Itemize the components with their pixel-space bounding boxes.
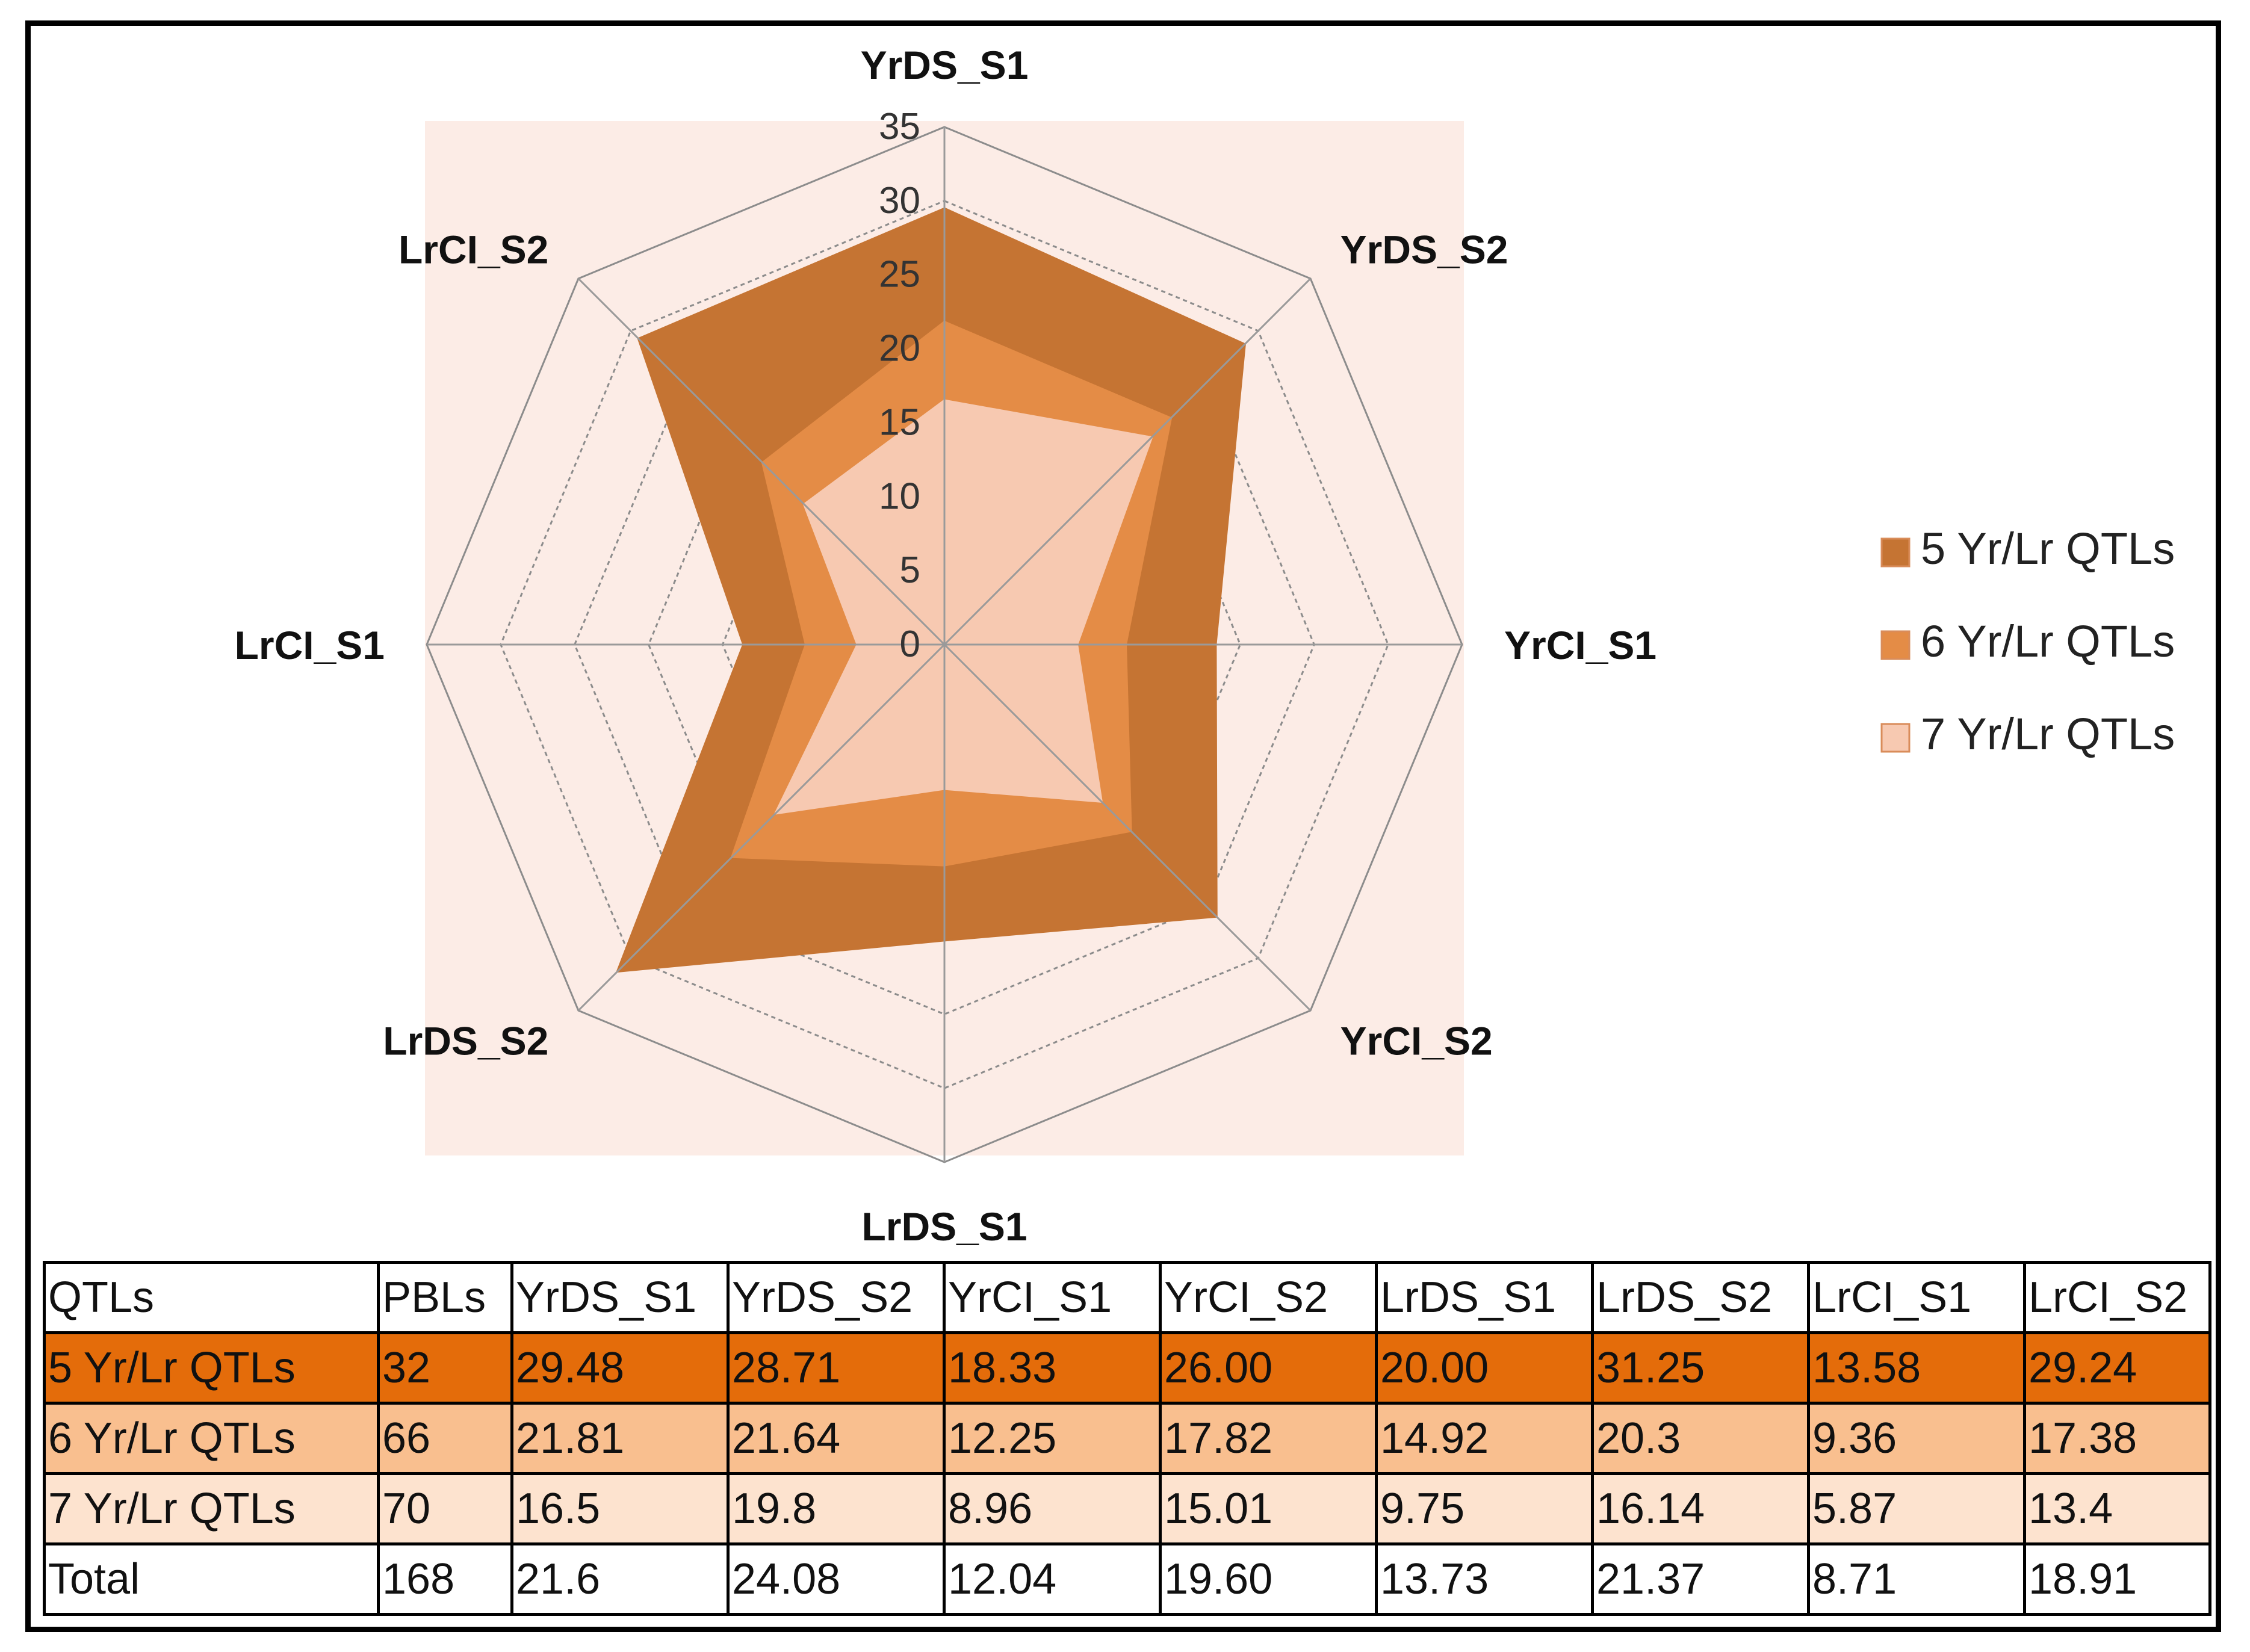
table-cell: 12.25 — [943, 1402, 1162, 1475]
table-cell: 12.04 — [943, 1542, 1162, 1616]
radar-spokes — [427, 127, 1462, 1162]
table-header-cell: LrDS_S2 — [1591, 1261, 1810, 1334]
axis-label: YrDS_S2 — [1340, 227, 1508, 271]
table-cell: 5 Yr/Lr QTLs — [43, 1331, 380, 1405]
table-cell: 15.01 — [1159, 1472, 1378, 1545]
figure-frame: 0 5 10 15 20 25 30 35 YrDS_S1 YrDS_S2 YrCI_S1 YrCI… — [25, 20, 2221, 1632]
radar-axis-labels: YrDS_S1 YrDS_S2 YrCI_S1 YrCI_S2 LrDS_S1 LrDS_… — [235, 43, 1657, 1249]
axis-spoke — [577, 277, 946, 646]
radar-series — [616, 207, 1246, 973]
table-cell: 17.82 — [1159, 1402, 1378, 1475]
axis-label: LrCI_S2 — [398, 227, 548, 271]
table-cell: 14.92 — [1375, 1402, 1594, 1475]
table-cell: 24.08 — [727, 1542, 946, 1616]
grid-ring — [500, 200, 1389, 1089]
table-row: 7 Yr/Lr QTLs 70 16.5 19.8 8.96 15.01 9.7… — [43, 1472, 2211, 1545]
table-cell: 9.75 — [1375, 1472, 1594, 1545]
axis-label: YrCI_S2 — [1340, 1019, 1493, 1063]
table-header-cell: PBLs — [377, 1261, 513, 1334]
table-row: 5 Yr/Lr QTLs 32 29.48 28.71 18.33 26.00 … — [43, 1331, 2211, 1405]
table-header-cell: YrCI_S2 — [1159, 1261, 1378, 1334]
legend-label: 5 Yr/Lr QTLs — [1921, 524, 2175, 574]
table-header-cell: QTLs — [43, 1261, 380, 1334]
table-cell: 7 Yr/Lr QTLs — [43, 1472, 380, 1545]
table-cell: 21.6 — [510, 1542, 730, 1616]
table-cell: 16.5 — [510, 1472, 730, 1545]
legend-swatch — [1880, 723, 1911, 753]
legend: 5 Yr/Lr QTLs 6 Yr/Lr QTLs 7 Yr/Lr QTLs — [1880, 524, 2175, 759]
table-cell: 29.24 — [2023, 1331, 2211, 1405]
table-header-cell: LrCI_S2 — [2023, 1261, 2211, 1334]
tick-label: 0 — [900, 623, 920, 665]
table-cell: 26.00 — [1159, 1331, 1378, 1405]
table-cell: 21.81 — [510, 1402, 730, 1475]
table-cell: 31.25 — [1591, 1331, 1810, 1405]
table-cell: 13.58 — [1807, 1331, 2026, 1405]
tick-label: 5 — [900, 549, 920, 591]
radar-chart: 0 5 10 15 20 25 30 35 YrDS_S1 YrDS_S2 YrCI_S1 YrCI… — [235, 43, 2175, 1249]
axis-label: LrDS_S2 — [383, 1019, 548, 1063]
table-cell: 9.36 — [1807, 1402, 2026, 1475]
tick-label: 10 — [879, 475, 920, 517]
axis-label: LrDS_S1 — [861, 1204, 1027, 1249]
table-row: Total 168 21.6 24.08 12.04 19.60 13.73 2… — [43, 1542, 2211, 1616]
table-cell: 21.64 — [727, 1402, 946, 1475]
table-header-row: QTLs PBLs YrDS_S1 YrDS_S2 YrCI_S1 YrCI_S… — [43, 1261, 2211, 1334]
table-cell: 20.3 — [1591, 1402, 1810, 1475]
table-header-cell: YrDS_S2 — [727, 1261, 946, 1334]
table-row: 6 Yr/Lr QTLs 66 21.81 21.64 12.25 17.82 … — [43, 1402, 2211, 1475]
table-cell: 6 Yr/Lr QTLs — [43, 1402, 380, 1475]
table-cell: 168 — [377, 1542, 513, 1616]
grid-ring — [574, 274, 1315, 1015]
table-cell: Total — [43, 1542, 380, 1616]
tick-label: 30 — [879, 180, 920, 221]
tick-label: 15 — [879, 401, 920, 443]
table-cell: 19.8 — [727, 1472, 946, 1545]
table-cell: 5.87 — [1807, 1472, 2026, 1545]
tick-label: 25 — [879, 254, 920, 295]
tick-label: 35 — [879, 106, 920, 147]
table-cell: 29.48 — [510, 1331, 730, 1405]
table-cell: 18.33 — [943, 1331, 1162, 1405]
data-table: QTLs PBLs YrDS_S1 YrDS_S2 YrCI_S1 YrCI_S… — [43, 1261, 2211, 1616]
table-cell: 20.00 — [1375, 1331, 1594, 1405]
table-cell: 13.4 — [2023, 1472, 2211, 1545]
table-cell: 66 — [377, 1402, 513, 1475]
table-header-cell: YrCI_S1 — [943, 1261, 1162, 1334]
axis-spoke — [943, 277, 1312, 646]
axis-label: YrCI_S1 — [1504, 623, 1657, 667]
tick-label: 20 — [879, 328, 920, 370]
axis-spoke — [577, 643, 946, 1012]
table-header-cell: YrDS_S1 — [510, 1261, 730, 1334]
table-cell: 21.37 — [1591, 1542, 1810, 1616]
table-cell: 18.91 — [2023, 1542, 2211, 1616]
table-cell: 70 — [377, 1472, 513, 1545]
table-cell: 8.96 — [943, 1472, 1162, 1545]
table-cell: 8.71 — [1807, 1542, 2026, 1616]
table-cell: 28.71 — [727, 1331, 946, 1405]
table-header-cell: LrCI_S1 — [1807, 1261, 2026, 1334]
table-header-cell: LrDS_S1 — [1375, 1261, 1594, 1334]
table-cell: 13.73 — [1375, 1542, 1594, 1616]
legend-label: 6 Yr/Lr QTLs — [1921, 616, 2175, 666]
table-cell: 19.60 — [1159, 1542, 1378, 1616]
axis-label: LrCI_S1 — [235, 623, 385, 667]
table-cell: 17.38 — [2023, 1402, 2211, 1475]
legend-label: 7 Yr/Lr QTLs — [1921, 709, 2175, 759]
table-cell: 16.14 — [1591, 1472, 1810, 1545]
legend-swatch — [1880, 537, 1911, 568]
radar-tick-labels: 0 5 10 15 20 25 30 35 — [879, 106, 920, 665]
axis-spoke — [943, 643, 1312, 1012]
table-cell: 32 — [377, 1331, 513, 1405]
axis-label: YrDS_S1 — [861, 43, 1029, 87]
legend-swatch — [1880, 630, 1911, 660]
